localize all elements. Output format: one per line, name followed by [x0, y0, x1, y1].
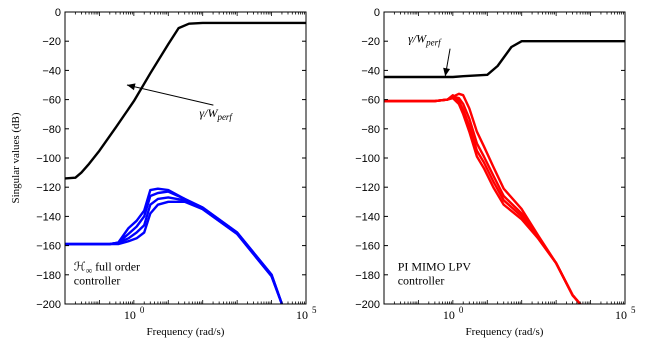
x-tick-label: 10 — [443, 308, 455, 322]
annotation-arrow — [126, 84, 214, 106]
series-group — [384, 40, 625, 304]
y-tick-label: −200 — [36, 299, 61, 311]
controller-annotation-line2: controller — [74, 273, 121, 287]
gamma-wperf-annotation: γ/Wperf — [408, 32, 442, 48]
controller-annotation-line2: controller — [398, 273, 445, 287]
series-line-0 — [384, 40, 625, 79]
series-line-4 — [384, 92, 582, 304]
right-chart-panel: 0 −20 −40 −60 −80 −100 −120 −140 −160 −180 −200 10 0… — [355, 7, 636, 338]
x-tick-label: 10 — [296, 308, 308, 322]
x-axis-label: Frequency (rad/s) — [466, 326, 544, 338]
y-tick-label: −40 — [361, 65, 380, 77]
y-tick-label: −120 — [36, 182, 61, 194]
y-tick-label: −160 — [36, 241, 61, 253]
y-tick-label: −20 — [42, 36, 61, 48]
y-tick-label: −180 — [355, 270, 380, 282]
y-tick-label: −60 — [42, 95, 61, 107]
y-tick-label: −40 — [42, 65, 61, 77]
y-tick-label: −80 — [42, 124, 61, 136]
annotation-arrowhead — [126, 83, 136, 91]
series-line-0 — [65, 21, 306, 180]
controller-annotation-line1: PI MIMO LPV — [398, 259, 472, 273]
gamma-wperf-annotation: γ/Wperf — [199, 106, 233, 122]
x-tick-label: 10 — [124, 308, 136, 322]
y-tick-label: −80 — [361, 124, 380, 136]
y-tick-label: −100 — [36, 153, 61, 165]
left-chart-panel: 0 −20 −40 −60 −80 −100 −120 −140 −160 −180 −200 10 0… — [10, 7, 317, 338]
controller-annotation-line1: ℋ∞ full order — [74, 259, 140, 275]
x-tick-exponent: 0 — [140, 305, 145, 315]
y-axis-label: Singular values (dB) — [10, 112, 22, 203]
y-tick-label: −100 — [355, 153, 380, 165]
y-tick-label: −200 — [355, 299, 380, 311]
x-tick-label: 10 — [615, 308, 627, 322]
y-tick-label: 0 — [374, 7, 380, 19]
y-tick-label: −140 — [355, 211, 380, 223]
y-tick-label: −160 — [355, 241, 380, 253]
x-axis-label: Frequency (rad/s) — [147, 326, 225, 338]
y-tick-label: −180 — [36, 270, 61, 282]
y-tick-label: −20 — [361, 36, 380, 48]
annotation-arrowhead — [443, 67, 451, 77]
series-line-4 — [65, 200, 284, 304]
x-tick-exponent: 5 — [312, 305, 317, 315]
y-tick-label: 0 — [55, 7, 61, 19]
series-group — [65, 21, 306, 304]
y-tick-label: −60 — [361, 95, 380, 107]
x-tick-exponent: 0 — [459, 305, 464, 315]
x-tick-exponent: 5 — [631, 305, 636, 315]
y-tick-label: −120 — [355, 182, 380, 194]
y-tick-label: −140 — [36, 211, 61, 223]
